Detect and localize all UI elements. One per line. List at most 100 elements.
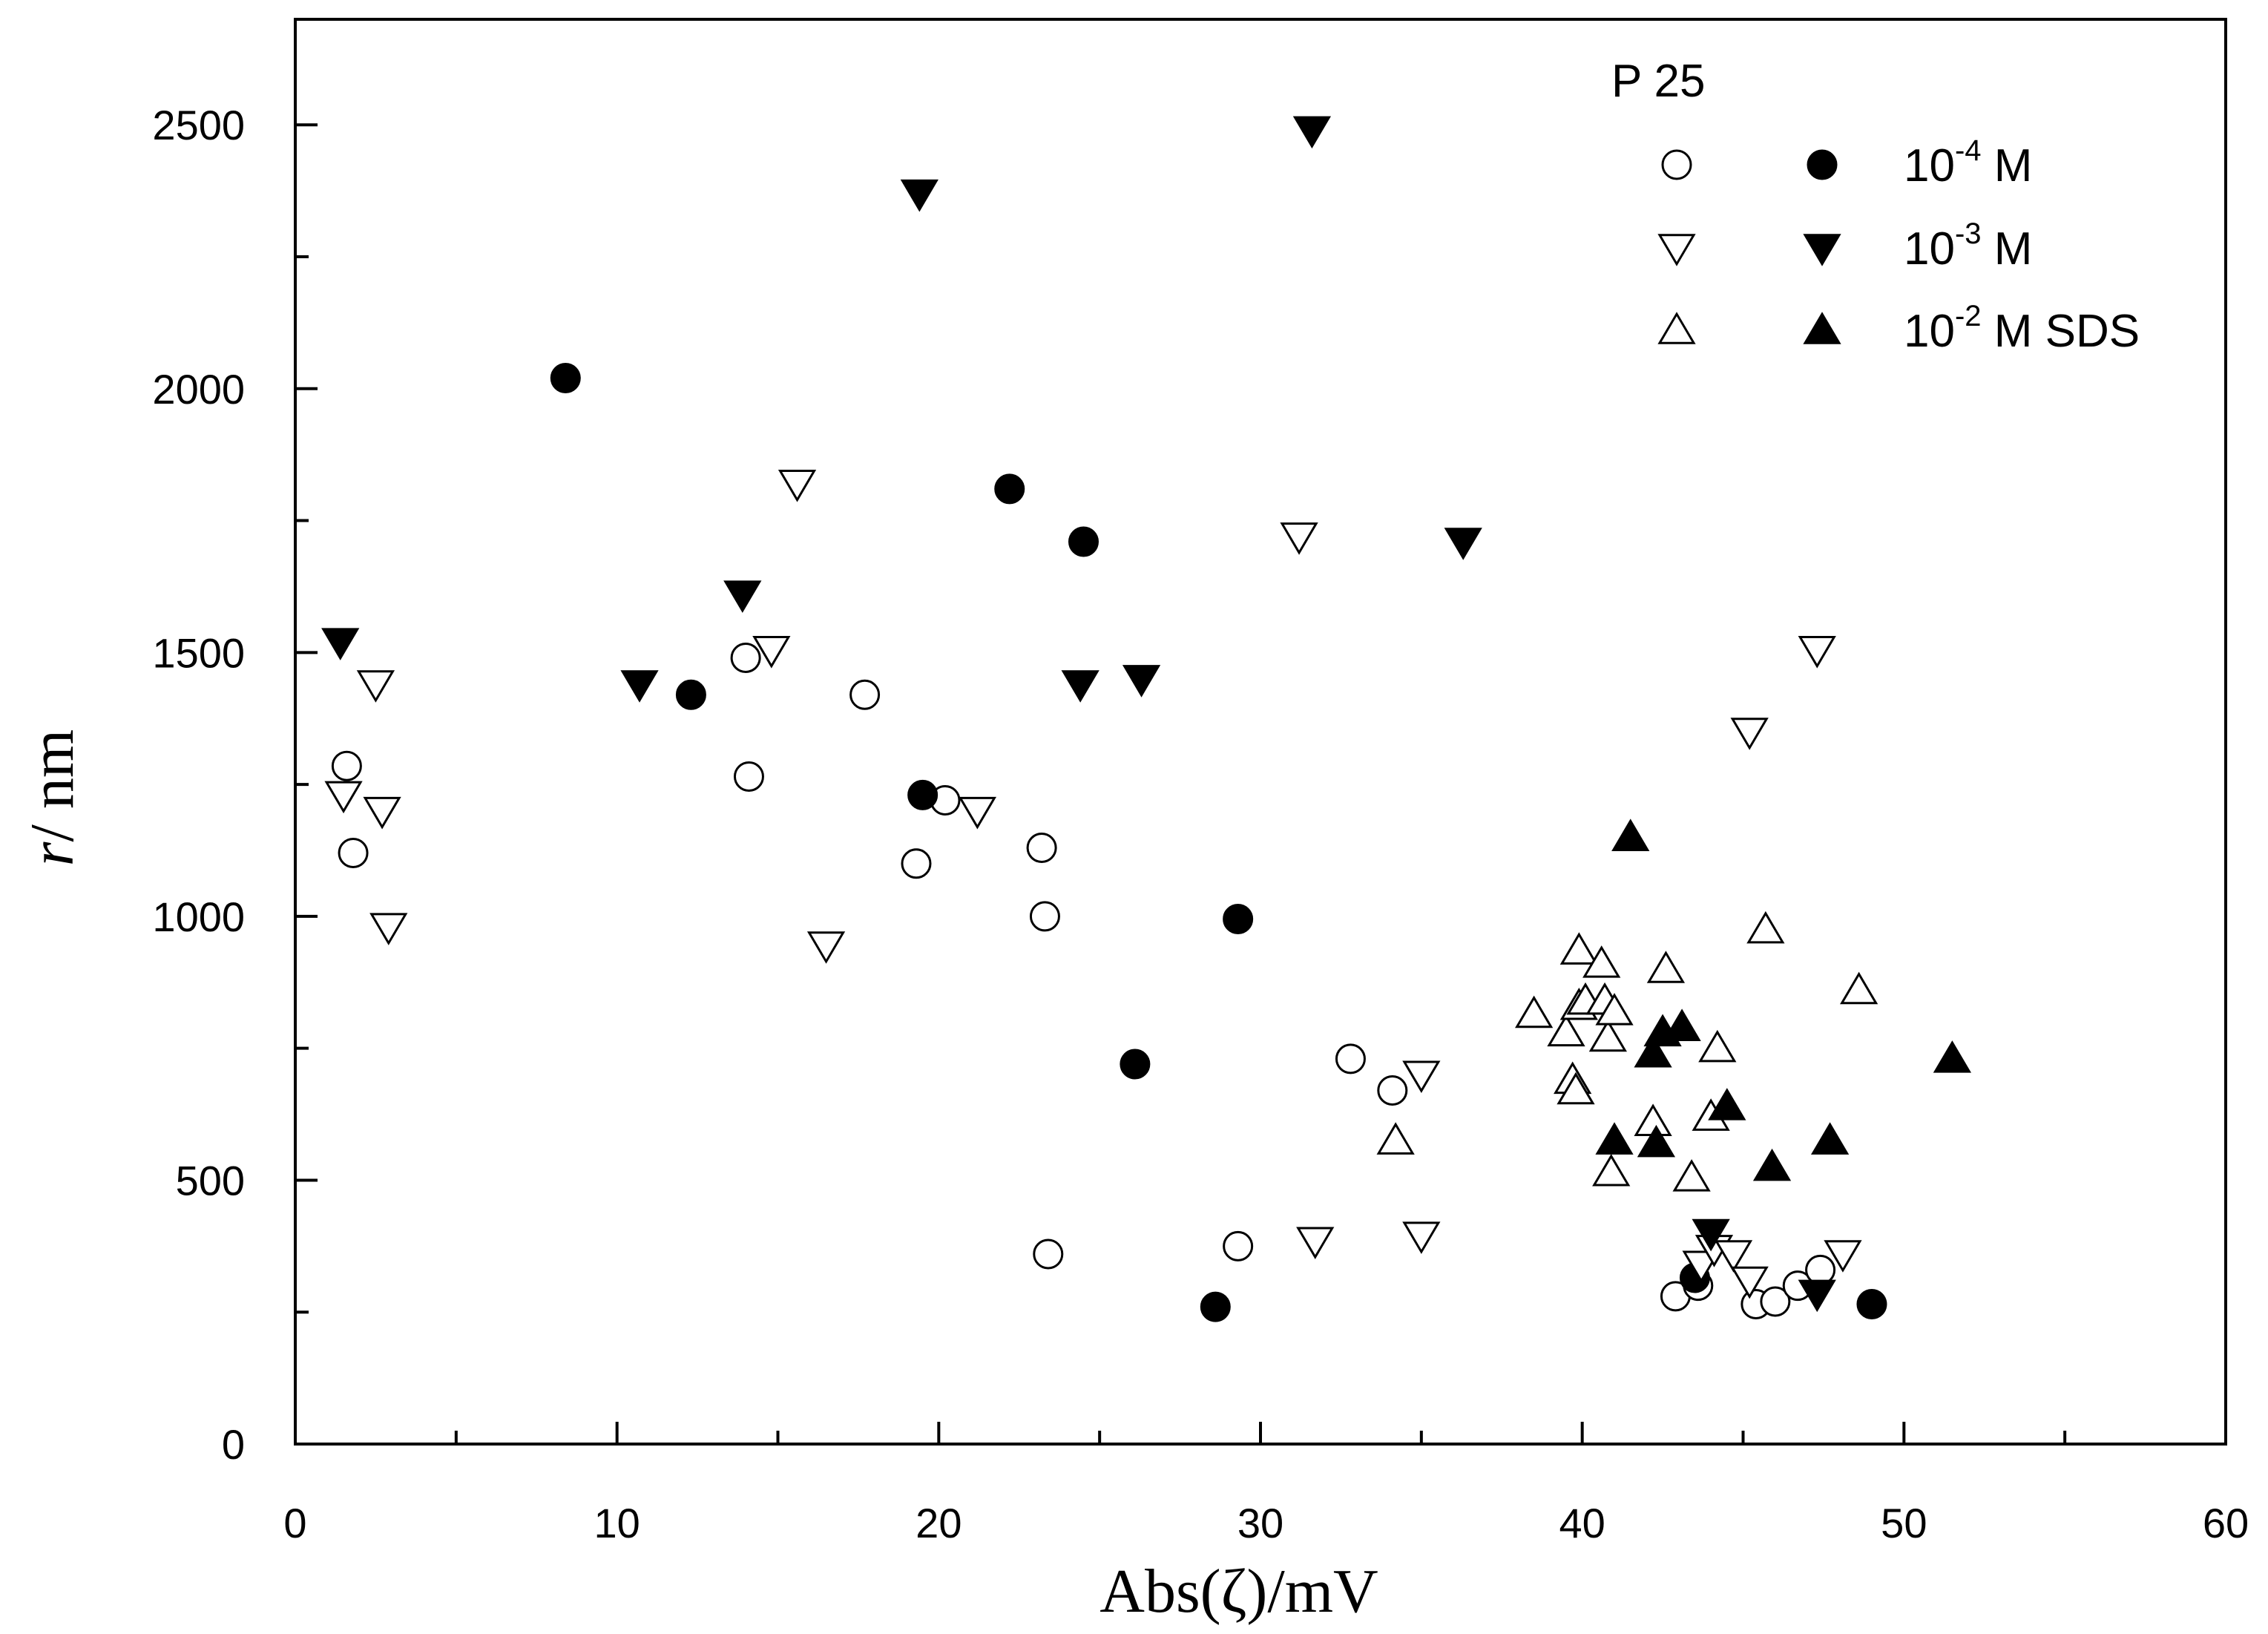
- data-point: [1634, 1034, 1672, 1068]
- x-tick-label: 30: [1237, 1500, 1283, 1546]
- legend-label-base: 10: [1904, 306, 1955, 357]
- data-point: [1611, 818, 1650, 851]
- y-axis-title-italic: r: [18, 841, 87, 866]
- data-point: [1746, 910, 1785, 944]
- data-point: [1698, 1029, 1737, 1063]
- data-point: [1223, 903, 1254, 934]
- data-point: [849, 679, 881, 710]
- data-point: [1376, 1122, 1415, 1155]
- data-point: [1595, 1122, 1634, 1155]
- legend-marker-open: [1661, 149, 1692, 180]
- data-point: [1444, 528, 1482, 560]
- data-point: [1752, 1148, 1792, 1181]
- data-point: [1798, 1279, 1836, 1313]
- y-axis-title-unit: / nm: [18, 729, 87, 842]
- legend-label-exponent: -3: [1955, 217, 1982, 250]
- y-tick-label: 2000: [152, 366, 245, 413]
- x-axis-title: Abs(ζ)/mV: [1100, 1557, 1378, 1626]
- data-point: [1200, 1291, 1231, 1322]
- data-point: [1402, 1060, 1441, 1094]
- legend-marker-filled: [1803, 312, 1841, 344]
- data-point: [1663, 1008, 1701, 1041]
- x-tick-label: 40: [1559, 1500, 1605, 1546]
- data-point: [1714, 1240, 1753, 1273]
- data-point: [1933, 1040, 1972, 1073]
- data-point: [1730, 718, 1769, 750]
- legend-marker-open: [1657, 312, 1696, 344]
- data-point: [338, 838, 369, 869]
- legend-label: 10-3 M: [1904, 217, 2032, 275]
- data-point: [994, 473, 1025, 505]
- data-point: [1292, 116, 1332, 149]
- data-point: [1557, 1072, 1595, 1105]
- data-point: [1296, 1227, 1335, 1260]
- data-point: [1839, 971, 1879, 1005]
- data-point: [1588, 1019, 1627, 1052]
- data-point: [356, 670, 395, 703]
- data-point: [1810, 1122, 1850, 1155]
- legend-label-exponent: -4: [1955, 134, 1982, 167]
- data-point: [363, 796, 401, 830]
- data-point: [1122, 665, 1161, 698]
- data-point: [1559, 932, 1598, 965]
- data-point: [1730, 1266, 1769, 1299]
- data-point: [1026, 832, 1057, 863]
- data-point: [778, 470, 817, 502]
- data-point: [1120, 1049, 1151, 1080]
- y-tick-label: 500: [176, 1157, 245, 1204]
- data-point: [1061, 670, 1100, 703]
- data-point: [1280, 522, 1318, 555]
- data-points: [321, 116, 1972, 1322]
- data-point: [1672, 1159, 1711, 1192]
- data-point: [1646, 951, 1686, 983]
- y-tick-label: 2500: [152, 102, 245, 148]
- data-point: [1402, 1221, 1441, 1254]
- data-point: [1547, 1014, 1585, 1047]
- data-point: [369, 913, 408, 945]
- data-point: [1595, 993, 1634, 1026]
- legend-label: 10-2 M SDS: [1904, 300, 2140, 357]
- data-point: [723, 580, 762, 613]
- legend-label-suffix: M SDS: [1982, 306, 2140, 357]
- legend-label-base: 10: [1904, 223, 1955, 275]
- x-tick-label: 10: [594, 1500, 640, 1546]
- data-point: [730, 642, 761, 673]
- x-tick-label: 20: [916, 1500, 962, 1546]
- y-axis-ticks: 0 500 1000 1500 2000 2500: [152, 102, 318, 1468]
- y-tick-label: 0: [222, 1421, 245, 1468]
- data-point: [733, 761, 764, 792]
- data-point: [752, 636, 791, 669]
- data-point: [1514, 995, 1554, 1028]
- data-point: [1824, 1240, 1862, 1273]
- data-point: [1335, 1043, 1366, 1074]
- x-tick-label: 0: [283, 1500, 306, 1546]
- data-point: [901, 848, 932, 879]
- x-tick-label: 50: [1881, 1500, 1927, 1546]
- legend-label-suffix: M: [1982, 223, 2033, 275]
- data-point: [1798, 636, 1836, 669]
- y-axis-title: r/ nm: [18, 729, 87, 866]
- data-point: [958, 796, 996, 830]
- data-point: [900, 179, 939, 212]
- legend-label-base: 10: [1904, 140, 1955, 191]
- data-point: [1068, 526, 1099, 557]
- data-point: [675, 679, 706, 710]
- y-tick-label: 1500: [152, 629, 245, 676]
- data-point: [907, 779, 939, 810]
- data-point: [1708, 1088, 1746, 1120]
- data-point: [1029, 901, 1060, 932]
- data-point: [1760, 1286, 1791, 1317]
- legend-marker-filled: [1807, 149, 1838, 180]
- data-point: [331, 750, 362, 781]
- data-point: [550, 363, 581, 394]
- data-point: [806, 931, 846, 964]
- y-tick-label: 1000: [152, 893, 245, 940]
- legend-label-exponent: -2: [1955, 300, 1982, 332]
- legend: P 25 10-4 M10-3 M10-2 M SDS: [1611, 56, 2140, 357]
- data-point: [1582, 945, 1621, 978]
- data-point: [1592, 1153, 1631, 1187]
- x-axis-ticks: 0 10 20 30 40 50 60: [283, 1422, 2249, 1546]
- data-point: [620, 670, 659, 703]
- data-point: [1033, 1238, 1064, 1270]
